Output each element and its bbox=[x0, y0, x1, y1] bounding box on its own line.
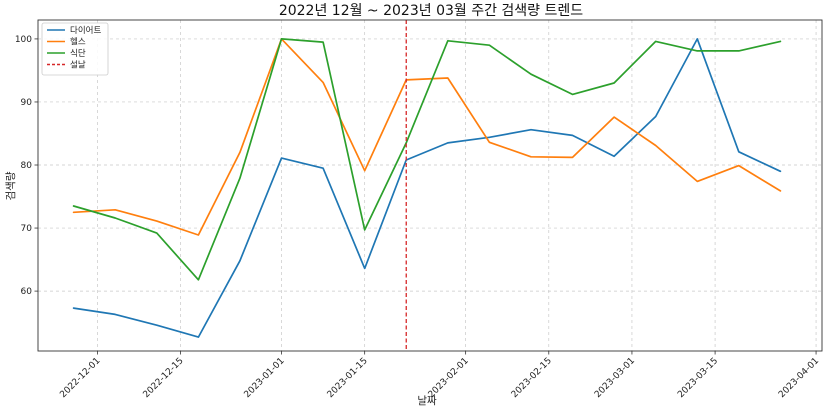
series-line-2 bbox=[72, 38, 782, 281]
x-tick-label: 2023-04-01 bbox=[777, 356, 821, 400]
legend-label: 헬스 bbox=[70, 37, 86, 48]
x-tick-label: 2023-01-15 bbox=[326, 356, 370, 400]
y-tick-label: 80 bbox=[21, 161, 33, 171]
y-tick-label: 60 bbox=[21, 287, 33, 297]
y-tick-label: 100 bbox=[15, 35, 32, 45]
x-axis-title: 날짜 bbox=[417, 395, 437, 407]
y-axis-title: 검색량 bbox=[5, 171, 17, 200]
y-tick-label: 90 bbox=[21, 98, 33, 108]
x-tick-label: 2023-03-15 bbox=[676, 356, 720, 400]
x-tick-label: 2023-03-01 bbox=[593, 356, 637, 400]
x-tick-label: 2022-12-15 bbox=[142, 356, 186, 400]
legend-label: 설날 bbox=[70, 60, 86, 71]
x-tick-label: 2023-02-01 bbox=[427, 356, 471, 400]
series-line-1 bbox=[72, 38, 782, 236]
y-tick-label: 70 bbox=[21, 224, 33, 234]
legend-label: 다이어트 bbox=[70, 25, 101, 36]
x-tick-label: 2022-12-01 bbox=[58, 356, 102, 400]
legend-label: 식단 bbox=[70, 48, 86, 59]
x-tick-label: 2023-02-15 bbox=[510, 356, 554, 400]
series-layer bbox=[72, 38, 782, 338]
legend-box bbox=[41, 22, 109, 76]
grid bbox=[38, 20, 822, 351]
plot-frame bbox=[37, 19, 823, 352]
y-ticks: 60 70 80 90 100 bbox=[15, 35, 38, 297]
x-ticks: 2022-12-01 2022-12-15 2023-01-01 2023-01-15… bbox=[58, 351, 821, 400]
series-line-0 bbox=[72, 38, 782, 338]
chart-title: 2022년 12월 ~ 2023년 03월 주간 검색량 트렌드 bbox=[279, 3, 583, 19]
x-tick-label: 2023-01-01 bbox=[243, 356, 287, 400]
